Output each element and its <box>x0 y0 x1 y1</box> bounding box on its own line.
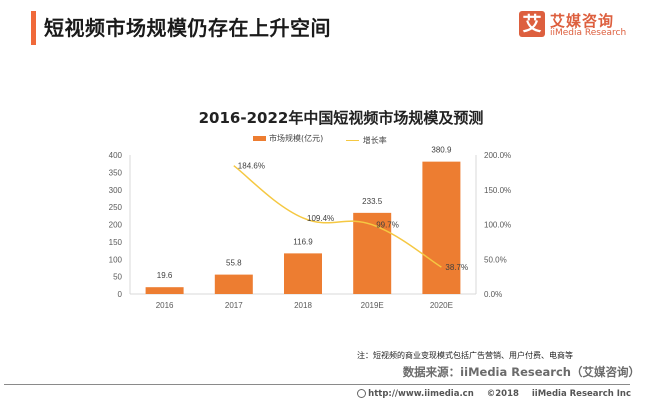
left-axis-tick-label: 250 <box>109 203 123 212</box>
chart-note: 注：短视频的商业变现模式包括广告营销、用户付费、电商等 <box>357 351 573 360</box>
bar-data-label: 116.9 <box>293 237 313 246</box>
right-axis-tick-label: 100.0% <box>484 221 511 230</box>
footer-copyright: ©2018 <box>486 389 519 399</box>
bar-data-label: 380.9 <box>431 146 452 155</box>
right-axis-tick-label: 0.0% <box>484 290 502 299</box>
legend-label-growth-rate: 增长率 <box>362 135 387 145</box>
line-data-label: 38.7% <box>445 263 468 272</box>
left-axis-tick-label: 50 <box>113 273 122 282</box>
bar-data-label: 19.6 <box>157 271 173 280</box>
globe-icon <box>357 389 367 398</box>
logo-mark-icon: 艾 <box>519 11 545 37</box>
growth-rate-line <box>233 165 442 268</box>
legend-item-growth-rate: 增长率 <box>345 135 387 146</box>
data-source: 数据来源：iiMedia Research（艾媒咨询） <box>402 365 640 379</box>
page-title: 短视频市场规模仍存在上升空间 <box>44 16 331 40</box>
left-axis-tick-label: 300 <box>109 186 123 195</box>
bar-data-label: 233.5 <box>362 197 383 206</box>
logo-name-en: iiMedia Research <box>550 28 627 38</box>
right-axis-tick-label: 50.0% <box>484 255 507 264</box>
left-axis-tick-label: 400 <box>109 151 123 160</box>
right-axis-tick-label: 200.0% <box>484 151 511 160</box>
footer-company: iiMedia Research Inc <box>531 389 631 399</box>
bar-market-size <box>214 274 253 294</box>
legend-label-market-size: 市场规模(亿元) <box>269 134 324 143</box>
line-data-label: 184.6% <box>238 162 265 171</box>
left-axis-tick-label: 350 <box>109 168 123 177</box>
footer-url[interactable]: http://www.iimedia.cn <box>368 389 474 399</box>
legend-swatch-bar <box>253 136 266 141</box>
right-axis-tick-label: 150.0% <box>484 186 511 195</box>
bar-market-size <box>284 253 322 294</box>
logo-name-cn: 艾媒咨询 <box>550 12 615 30</box>
x-axis-tick-label: 2020E <box>430 301 453 310</box>
chart-legend: 市场规模(亿元) 增长率 <box>253 133 407 146</box>
x-axis-tick-label: 2016 <box>156 301 174 310</box>
left-axis-tick-label: 150 <box>109 238 123 247</box>
bar-market-size <box>353 212 392 294</box>
left-axis-tick-label: 100 <box>109 255 123 264</box>
bar-market-size <box>422 161 461 294</box>
left-axis-tick-label: 0 <box>118 290 123 299</box>
x-axis-tick-label: 2017 <box>225 301 243 310</box>
chart-title: 2016-2022年中国短视频市场规模及预测 <box>198 109 484 127</box>
iimedia-logo: 艾 艾媒咨询 iiMedia Research <box>519 11 639 41</box>
legend-swatch-line <box>345 139 359 141</box>
x-axis-tick-label: 2018 <box>294 301 312 310</box>
legend-item-market-size: 市场规模(亿元) <box>253 133 323 144</box>
line-data-label: 109.4% <box>307 214 334 223</box>
x-axis-tick-label: 2019E <box>361 301 384 310</box>
left-axis-tick-label: 200 <box>109 221 123 230</box>
title-accent-bar <box>31 11 36 45</box>
line-data-label: 99.7% <box>376 221 399 230</box>
footer: http://www.iimedia.cn ©2018 iiMedia Rese… <box>347 389 631 399</box>
footer-divider <box>4 384 630 385</box>
bar-market-size <box>145 287 184 294</box>
bar-data-label: 55.8 <box>226 259 242 268</box>
